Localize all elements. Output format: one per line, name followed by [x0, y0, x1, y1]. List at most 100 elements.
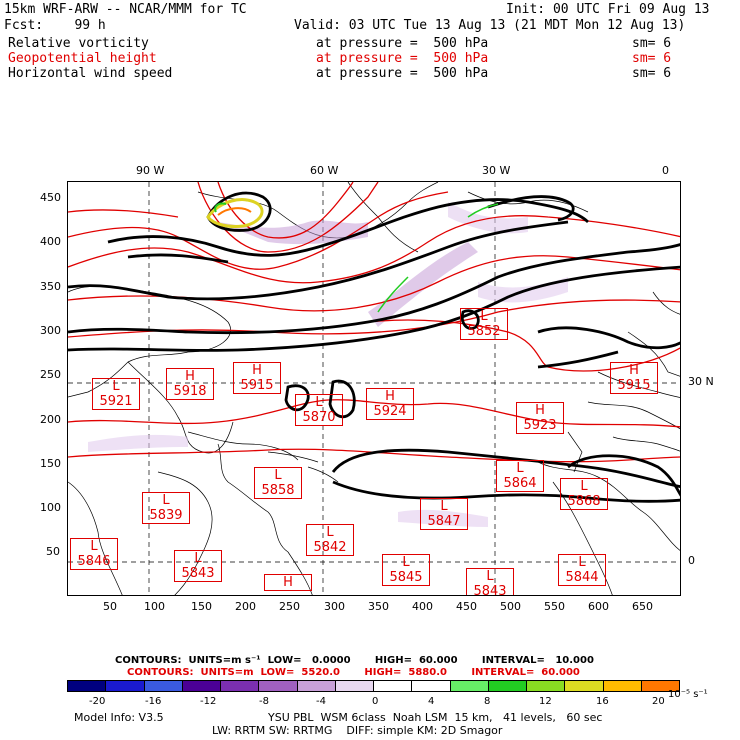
field-name-wind: Horizontal wind speed	[8, 66, 173, 81]
colorbar-swatch	[334, 680, 374, 692]
x-tick: 100	[144, 600, 165, 613]
pressure-center-high: H	[264, 574, 312, 591]
lon-label-90w: 90 W	[136, 164, 165, 177]
radiation-info: LW: RRTM SW: RRTMG DIFF: simple KM: 2D S…	[212, 724, 503, 737]
y-tick: 150	[40, 457, 61, 470]
field-level-wind: at pressure = 500 hPa	[316, 66, 489, 81]
pressure-center-low: L 5870	[295, 394, 343, 426]
y-tick: 300	[40, 324, 61, 337]
colorbar-label: -16	[145, 696, 162, 707]
colorbar-swatch	[220, 680, 260, 692]
colorbar-swatch	[640, 680, 680, 692]
pressure-center-high: H 5918	[166, 368, 214, 400]
field-sm-geopotential: sm= 6	[632, 51, 672, 66]
x-tick: 450	[456, 600, 477, 613]
colorbar-label: 20	[652, 696, 665, 707]
x-tick: 50	[103, 600, 117, 613]
colorbar-swatch	[296, 680, 336, 692]
colorbar-swatch	[526, 680, 566, 692]
model-title: 15km WRF-ARW -- NCAR/MMM for TC	[4, 2, 247, 17]
x-tick: 150	[191, 600, 212, 613]
y-tick: 250	[40, 368, 61, 381]
colorbar-swatch	[449, 680, 489, 692]
colorbar-swatch	[373, 680, 413, 692]
lat-label-30n: 30 N	[688, 375, 714, 388]
field-level-vorticity: at pressure = 500 hPa	[316, 36, 489, 51]
pressure-center-low: L 5843	[466, 568, 514, 595]
colorbar-label: -12	[200, 696, 217, 707]
lon-label-0: 0	[662, 164, 669, 177]
y-tick: 100	[40, 501, 61, 514]
x-tick: 500	[500, 600, 521, 613]
colorbar-label: 0	[372, 696, 379, 707]
wind-speed-highlights	[377, 203, 499, 313]
pressure-center-high: H 5923	[516, 402, 564, 434]
x-tick: 350	[368, 600, 389, 613]
colorbar-label: 16	[596, 696, 609, 707]
colorbar-label: -4	[316, 696, 326, 707]
pressure-center-low: L 5847	[420, 498, 468, 530]
y-tick: 400	[40, 235, 61, 248]
physics-info: YSU PBL WSM 6class Noah LSM 15 km, 41 le…	[268, 711, 603, 724]
weather-map: L 5852 L 5921 H 5918 H 5915 L 5870 H 5924 H 592…	[67, 181, 681, 596]
field-name-vorticity: Relative vorticity	[8, 36, 149, 51]
lon-label-30w: 30 W	[482, 164, 511, 177]
lat-label-0: 0	[688, 554, 695, 567]
colorbar-swatch	[411, 680, 451, 692]
x-tick: 600	[588, 600, 609, 613]
map-drawing	[68, 182, 680, 595]
pressure-center-low: L 5843	[174, 550, 222, 582]
colorbar-units: 10⁻⁵ s⁻¹	[668, 689, 708, 700]
colorbar-label: -20	[89, 696, 106, 707]
y-tick: 200	[40, 413, 61, 426]
colorbar-swatch	[67, 680, 107, 692]
pressure-center-low: L 5858	[254, 467, 302, 499]
field-sm-wind: sm= 6	[632, 66, 672, 81]
pressure-center-low: L 5845	[382, 554, 430, 586]
colorbar-label: 8	[484, 696, 491, 707]
y-tick: 450	[40, 191, 61, 204]
x-tick: 200	[235, 600, 256, 613]
init-time: Init: 00 UTC Fri 09 Aug 13	[506, 2, 710, 17]
lat-lon-grid	[68, 182, 680, 595]
wind-speed-contours	[68, 191, 680, 503]
x-tick: 300	[324, 600, 345, 613]
colorbar-label: -8	[259, 696, 269, 707]
pressure-center-low: L 5864	[496, 460, 544, 492]
x-tick: 250	[279, 600, 300, 613]
field-name-geopotential: Geopotential height	[8, 51, 157, 66]
forecast-hour: Fcst: 99 h	[4, 18, 106, 33]
x-tick: 400	[412, 600, 433, 613]
colorbar-swatch	[143, 680, 183, 692]
pressure-center-low: L 5868	[560, 478, 608, 510]
colorbar-swatch	[105, 680, 145, 692]
y-tick: 350	[40, 280, 61, 293]
pressure-center-low: L 5839	[142, 492, 190, 524]
height-contour-legend: CONTOURS: UNITS=m LOW= 5520.0 HIGH= 5880…	[127, 667, 580, 678]
colorbar-label: 12	[539, 696, 552, 707]
colorbar-swatch	[487, 680, 527, 692]
colorbar-label: 4	[428, 696, 435, 707]
pressure-center-low: L 5846	[70, 538, 118, 570]
colorbar-swatch	[564, 680, 604, 692]
pressure-center-high: H 5915	[233, 362, 281, 394]
wind-contour-legend: CONTOURS: UNITS=m s⁻¹ LOW= 0.0000 HIGH= …	[115, 655, 594, 666]
field-sm-vorticity: sm= 6	[632, 36, 672, 51]
pressure-center-low: L 5842	[306, 524, 354, 556]
pressure-center-high: H 5924	[366, 388, 414, 420]
x-tick: 650	[632, 600, 653, 613]
vorticity-shading	[88, 202, 568, 527]
pressure-center-low: L 5921	[92, 378, 140, 410]
colorbar-swatch	[258, 680, 298, 692]
model-info: Model Info: V3.5	[74, 711, 164, 724]
valid-time: Valid: 03 UTC Tue 13 Aug 13 (21 MDT Mon …	[294, 18, 686, 33]
lon-label-60w: 60 W	[310, 164, 339, 177]
pressure-center-low: L 5852	[460, 308, 508, 340]
colorbar-swatch	[181, 680, 221, 692]
field-level-geopotential: at pressure = 500 hPa	[316, 51, 489, 66]
y-tick: 50	[46, 545, 60, 558]
pressure-center-high: H 5915	[610, 362, 658, 394]
pressure-center-low: L 5844	[558, 554, 606, 586]
vortex-feature	[206, 198, 264, 228]
x-tick: 550	[544, 600, 565, 613]
